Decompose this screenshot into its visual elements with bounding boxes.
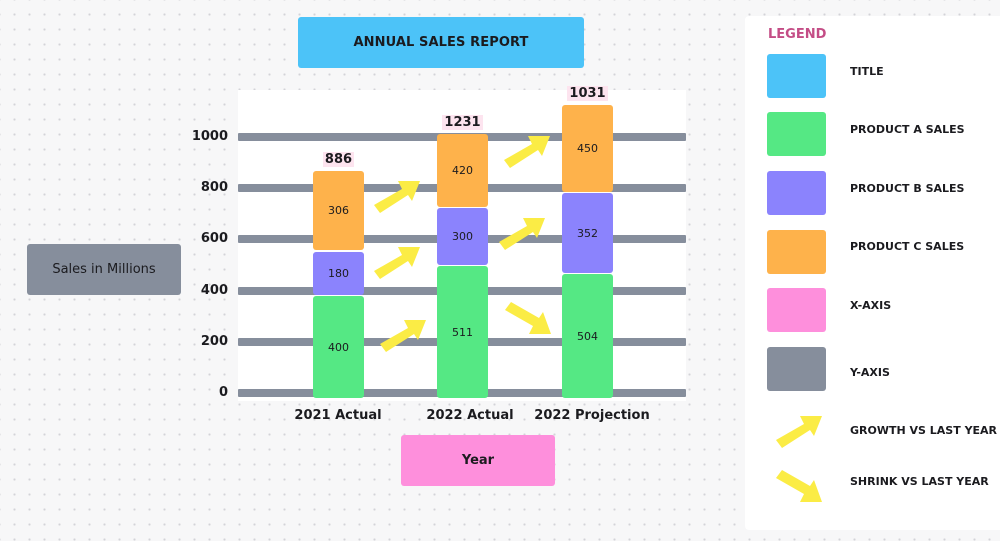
bar-2022-product-c: 420 [437,134,488,207]
x-tick-2022-actual: 2022 Actual [426,408,514,423]
bar-projection-product-b: 352 [562,193,613,273]
y-tick-200: 200 [200,334,228,349]
legend-swatch-product-a [767,112,826,156]
y-axis-label: Sales in Millions [27,244,181,295]
y-tick-400: 400 [200,283,228,298]
bar-2022-product-b: 300 [437,208,488,265]
growth-arrow-icon [380,320,426,352]
legend-label-product-a: PRODUCT A SALES [850,123,965,136]
x-tick-2021-actual: 2021 Actual [294,408,382,423]
y-tick-800: 800 [200,180,228,195]
chart-title: ANNUAL SALES REPORT [298,17,584,68]
chart-title-text: ANNUAL SALES REPORT [353,35,529,50]
growth-arrow-icon [374,181,420,213]
arrow-down-right-icon [776,470,822,502]
legend-swatch-x-axis [767,288,826,332]
x-axis-label: Year [401,435,555,486]
x-axis-label-text: Year [461,453,495,468]
legend-label-y-axis: Y-AXIS [850,366,890,379]
legend-label-title: TITLE [850,65,884,78]
x-tick-2022-projection: 2022 Projection [534,408,650,423]
bar-2022-product-a: 511 [437,266,488,398]
bar-total-2021-actual: 886 [322,152,355,167]
y-tick-0: 0 [218,385,228,400]
bar-projection-product-c: 450 [562,105,613,192]
bar-total-2022-actual: 1231 [442,115,483,130]
legend-label-product-c: PRODUCT C SALES [850,240,965,253]
y-tick-1000: 1000 [191,129,228,144]
growth-arrow-icon [499,218,545,250]
bar-2021-product-b: 180 [313,252,364,295]
y-axis-label-text: Sales in Millions [52,262,156,277]
shrink-arrow-icon [505,302,551,334]
legend-heading: LEGEND [768,27,827,42]
legend-swatch-product-b [767,171,826,215]
arrow-up-right-icon [776,416,822,448]
bar-2021-product-c: 306 [313,171,364,250]
legend-label-x-axis: X-AXIS [850,299,892,312]
growth-arrow-icon [504,136,550,168]
bar-total-2022-projection: 1031 [567,86,608,101]
legend-label-growth: GROWTH VS LAST YEAR [850,424,998,437]
legend-label-product-b: PRODUCT B SALES [850,182,965,195]
bar-projection-product-a: 504 [562,274,613,398]
legend-swatch-title [767,54,826,98]
legend-label-shrink: SHRINK VS LAST YEAR [850,475,989,488]
legend-swatch-y-axis [767,347,826,391]
legend-swatch-product-c [767,230,826,274]
growth-arrow-icon [374,247,420,279]
y-tick-600: 600 [200,231,228,246]
bar-2021-product-a: 400 [313,296,364,398]
